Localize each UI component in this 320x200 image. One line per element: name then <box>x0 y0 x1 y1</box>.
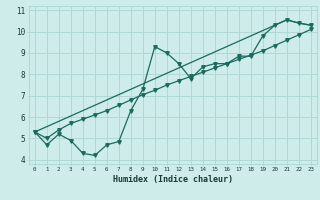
X-axis label: Humidex (Indice chaleur): Humidex (Indice chaleur) <box>113 175 233 184</box>
